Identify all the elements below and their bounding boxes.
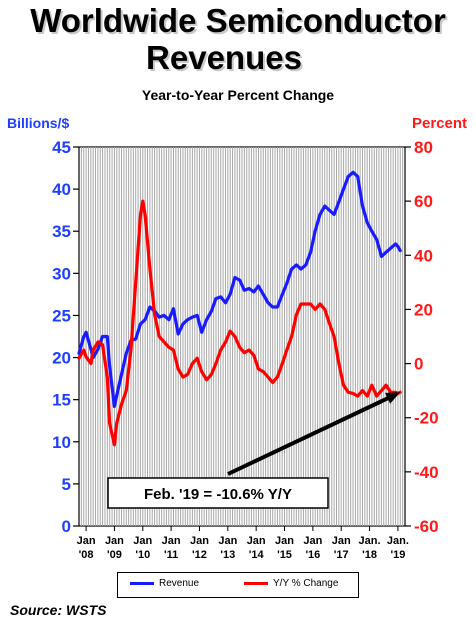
series-line-yy-change	[77, 199, 402, 447]
x-axis-tick-label-top: Jan	[190, 535, 209, 547]
x-axis-tick-label-bottom: '17	[334, 549, 349, 561]
right-axis-tick-label: -20	[414, 409, 439, 428]
left-axis-tick-label: 30	[52, 264, 71, 283]
legend-swatch-revenue	[130, 581, 154, 585]
right-axis-tick-label: 80	[414, 138, 433, 157]
chart-legend: Revenue Y/Y % Change	[117, 572, 359, 598]
x-axis-tick-label-top: Jan	[77, 535, 96, 547]
left-axis-tick-label: 35	[52, 222, 71, 241]
x-axis-tick-label-bottom: '09	[107, 549, 122, 561]
x-axis-tick-label-bottom: '12	[192, 549, 207, 561]
x-axis-tick-label-top: Jan	[105, 535, 124, 547]
left-axis-tick-label: 15	[52, 391, 71, 410]
x-axis-tick-label-top: Jan	[332, 535, 351, 547]
x-axis-tick-label-bottom: '18	[362, 549, 377, 561]
legend-swatch-yy-change	[244, 581, 268, 585]
series-line-revenue	[77, 170, 402, 408]
x-axis-tick-label-bottom: '16	[305, 549, 320, 561]
right-axis-tick-label: 60	[414, 192, 433, 211]
left-axis-label: Billions/$	[7, 115, 70, 131]
right-axis-tick-label: 0	[414, 355, 423, 374]
right-axis-tick-label: -60	[414, 517, 439, 536]
annotation-box	[107, 477, 329, 509]
x-axis-tick-label-top: Jan	[303, 535, 322, 547]
right-axis-label: Percent	[411, 115, 467, 132]
x-axis-tick-label-top: Jan	[133, 535, 152, 547]
annotation-text: Feb. '19 = -10.6% Y/Y	[144, 486, 292, 503]
x-axis-tick-label-top: Jan	[218, 535, 237, 547]
left-axis-tick-label: 20	[52, 349, 71, 368]
chart-subtitle: Year-to-Year Percent Change	[141, 87, 335, 103]
x-axis-tick-label-top: Jan	[162, 535, 181, 547]
x-axis-tick-label-bottom: '19	[390, 549, 405, 561]
left-axis-tick-label: 40	[52, 180, 71, 199]
chart-title-line1: Worldwide Semiconductor	[30, 2, 446, 39]
x-axis-tick-label-top: Jan	[275, 535, 294, 547]
x-axis-tick-label-top: Jan	[247, 535, 266, 547]
chart-title: Worldwide Semiconductor Revenues	[0, 2, 476, 76]
source-note: Source: WSTS	[10, 602, 107, 618]
left-axis-tick-label: 45	[52, 138, 71, 157]
legend-item-yy-change: Y/Y % Change	[244, 578, 338, 589]
x-axis-tick-label-bottom: '11	[164, 549, 178, 561]
right-axis-tick-label: 20	[414, 300, 433, 319]
annotation-arrow-line	[227, 392, 398, 476]
left-axis-tick-label: 10	[52, 433, 71, 452]
right-axis-tick-label: 40	[414, 246, 433, 265]
left-axis-tick-label: 25	[52, 306, 71, 325]
chart-title-line2: Revenues	[146, 39, 302, 76]
x-axis-tick-label-bottom: '13	[220, 549, 235, 561]
legend-label-yy-change: Y/Y % Change	[273, 578, 339, 589]
annotation-arrow-head	[384, 392, 401, 404]
right-axis-tick-label: -40	[414, 463, 439, 482]
left-axis-tick-label: 0	[62, 517, 71, 536]
x-axis-tick-label-bottom: '10	[135, 549, 150, 561]
x-axis-tick-label-bottom: '14	[249, 549, 265, 561]
legend-label-revenue: Revenue	[159, 578, 200, 589]
x-axis-tick-label-bottom: '15	[277, 549, 292, 561]
left-axis-tick-label: 5	[62, 475, 71, 494]
x-axis-tick-label-top: Jan.	[387, 535, 409, 547]
legend-item-revenue: Revenue	[130, 578, 199, 589]
x-axis-tick-label-top: Jan.	[359, 535, 381, 547]
x-axis-tick-label-bottom: '08	[79, 549, 94, 561]
